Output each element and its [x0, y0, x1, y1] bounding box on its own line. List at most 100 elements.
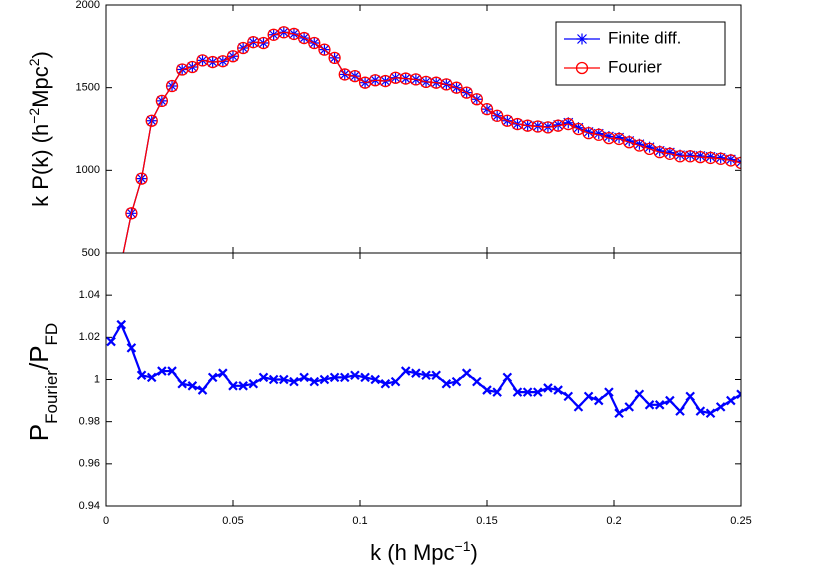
marker — [248, 378, 259, 389]
marker — [572, 122, 585, 136]
marker — [135, 172, 148, 185]
marker — [380, 378, 391, 389]
marker — [461, 368, 472, 378]
marker — [247, 36, 260, 49]
marker — [472, 376, 482, 387]
marker — [155, 94, 169, 108]
marker — [654, 400, 665, 410]
marker — [665, 395, 675, 406]
y-tick-label: 500 — [82, 247, 100, 259]
marker — [521, 119, 534, 132]
x-tick-label: 0 — [103, 515, 109, 527]
marker — [654, 145, 666, 157]
y-tick-label: 1.02 — [79, 331, 100, 343]
marker — [186, 60, 199, 74]
marker — [226, 50, 240, 63]
marker — [257, 36, 270, 50]
marker — [603, 130, 615, 142]
marker — [329, 372, 340, 383]
marker — [704, 151, 717, 165]
marker — [451, 376, 462, 387]
marker — [116, 257, 127, 268]
y-tick-label: 1 — [94, 373, 100, 385]
label-part: Mpc — [28, 66, 53, 108]
marker — [624, 402, 635, 412]
marker — [289, 376, 299, 387]
label-part: 2 — [26, 58, 42, 66]
label-part: k (h Mpc — [370, 540, 454, 565]
y-tick-label: 0.94 — [79, 500, 100, 512]
marker — [553, 385, 563, 395]
marker — [350, 370, 360, 381]
marker — [125, 207, 138, 220]
marker — [318, 43, 331, 56]
y-tick-label: 1000 — [76, 164, 100, 176]
y-tick-label: 1.04 — [79, 289, 100, 301]
x-tick-label: 0.15 — [476, 515, 497, 527]
marker — [644, 400, 655, 410]
marker — [634, 389, 645, 400]
marker — [238, 381, 248, 391]
marker — [512, 387, 523, 397]
marker — [126, 343, 137, 353]
marker — [206, 55, 219, 69]
label-part: /P — [24, 345, 54, 370]
marker — [116, 319, 127, 330]
marker — [419, 75, 433, 89]
marker — [614, 408, 624, 419]
marker — [228, 381, 238, 391]
x-tick-label: 0.25 — [730, 515, 751, 527]
legend-box — [555, 21, 726, 86]
label-part: Fourier — [42, 370, 61, 424]
label-part: FD — [42, 323, 61, 346]
marker — [339, 372, 350, 383]
marker — [319, 374, 330, 385]
marker — [360, 372, 370, 383]
marker — [604, 387, 614, 397]
label-part: ) — [28, 51, 53, 58]
marker — [715, 152, 727, 164]
marker — [187, 381, 198, 391]
legend-label: Fourier — [608, 57, 662, 76]
plot — [106, 319, 741, 419]
marker — [593, 395, 604, 406]
marker — [470, 93, 483, 106]
y-axis-label: k P(k) (h−2Mpc2) — [26, 51, 53, 207]
y-tick-label: 2000 — [76, 0, 100, 11]
marker — [734, 156, 741, 170]
marker — [450, 81, 463, 94]
x-tick-label: 0.1 — [352, 515, 367, 527]
plot — [116, 26, 741, 268]
marker — [583, 126, 595, 138]
marker — [460, 86, 473, 99]
y-tick-label: 0.98 — [79, 416, 100, 428]
marker — [633, 138, 645, 150]
marker — [480, 103, 494, 116]
marker — [370, 374, 381, 385]
marker — [157, 366, 167, 376]
marker — [197, 385, 208, 395]
marker — [684, 149, 696, 161]
marker — [623, 135, 635, 147]
marker — [673, 150, 687, 163]
marker — [309, 376, 320, 387]
marker — [602, 131, 616, 145]
marker — [390, 376, 401, 387]
marker — [400, 366, 411, 376]
marker — [482, 385, 492, 395]
marker — [684, 150, 697, 163]
marker — [715, 402, 726, 412]
marker — [705, 408, 716, 419]
label-part: −2 — [26, 108, 42, 124]
marker — [348, 69, 362, 83]
marker — [421, 370, 431, 381]
marker — [583, 391, 594, 402]
marker — [258, 372, 269, 383]
marker — [562, 117, 575, 131]
marker — [552, 119, 564, 131]
marker — [725, 153, 737, 165]
marker — [644, 141, 656, 153]
marker — [593, 128, 605, 140]
marker — [522, 387, 533, 397]
marker — [664, 146, 676, 158]
